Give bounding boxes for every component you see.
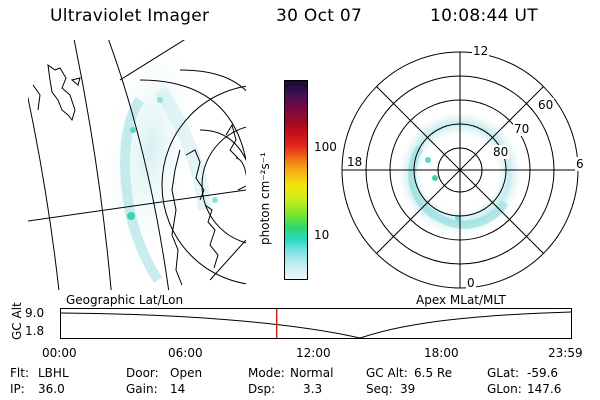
mlt-label-18: 18 bbox=[346, 155, 364, 169]
app-title: Ultraviolet Imager bbox=[50, 6, 210, 26]
apex-panel-caption: Apex MLat/MLT bbox=[416, 293, 506, 307]
glon-value: 147.6 bbox=[527, 382, 562, 396]
altitude-timeline bbox=[60, 308, 572, 339]
dsp-label: Dsp: bbox=[248, 382, 276, 396]
mode-label: Mode: bbox=[248, 366, 285, 380]
latlon-grid bbox=[28, 40, 246, 290]
colorbar-tick-100: 100 bbox=[314, 140, 337, 154]
mlat-label-60: 60 bbox=[537, 98, 555, 112]
filter-label: Flt: bbox=[10, 366, 29, 380]
colorbar-tick-10: 10 bbox=[314, 228, 330, 242]
ip-label: IP: bbox=[10, 382, 25, 396]
mlat-label-80: 80 bbox=[492, 145, 510, 159]
ip-value: 36.0 bbox=[38, 382, 65, 396]
timeline-xtick-1800: 18:00 bbox=[424, 346, 459, 360]
polar-grid bbox=[341, 51, 579, 289]
mode-value: Normal bbox=[290, 366, 334, 380]
glon-label: GLon: bbox=[487, 382, 522, 396]
seq-label: Seq: bbox=[366, 382, 393, 396]
door-label: Door: bbox=[126, 366, 159, 380]
colorbar bbox=[284, 80, 308, 280]
gcalt-value: 6.5 Re bbox=[414, 366, 453, 380]
timeline-xtick-0000: 00:00 bbox=[42, 346, 77, 360]
apex-polar-plot bbox=[341, 51, 579, 289]
mlt-label-12: 12 bbox=[472, 44, 490, 58]
filter-value: LBHL bbox=[38, 366, 69, 380]
door-value: Open bbox=[170, 366, 203, 380]
gain-value: 14 bbox=[170, 382, 186, 396]
seq-value: 39 bbox=[400, 382, 416, 396]
mlt-label-0: 0 bbox=[466, 276, 476, 290]
timeline-xtick-2359: 23:59 bbox=[548, 346, 583, 360]
aurora-emission-geo bbox=[105, 40, 218, 283]
geographic-map bbox=[28, 40, 246, 290]
timeline-ytick-9: 9.0 bbox=[25, 306, 45, 320]
timeline-xtick-0600: 06:00 bbox=[168, 346, 203, 360]
glat-value: -59.6 bbox=[527, 366, 559, 380]
mlt-label-6: 6 bbox=[575, 157, 585, 171]
glat-label: GLat: bbox=[487, 366, 520, 380]
timeline-xtick-1200: 12:00 bbox=[296, 346, 331, 360]
mlat-label-70: 70 bbox=[513, 122, 531, 136]
timeline-axis-label: GC Alt bbox=[10, 302, 24, 340]
coastlines bbox=[32, 63, 246, 286]
timeline-ytick-1-8: 1.8 bbox=[25, 324, 45, 338]
gain-label: Gain: bbox=[126, 382, 158, 396]
date-label: 30 Oct 07 bbox=[276, 6, 363, 26]
geo-panel-caption: Geographic Lat/Lon bbox=[66, 293, 184, 307]
time-label: 10:08:44 UT bbox=[430, 6, 538, 26]
dsp-value: 3.3 bbox=[303, 382, 323, 396]
altitude-curve bbox=[60, 311, 572, 339]
timeline-frame bbox=[60, 308, 572, 339]
colorbar-unit-label: photon cm⁻²s⁻¹ bbox=[258, 152, 272, 245]
gcalt-label: GC Alt: bbox=[366, 366, 408, 380]
